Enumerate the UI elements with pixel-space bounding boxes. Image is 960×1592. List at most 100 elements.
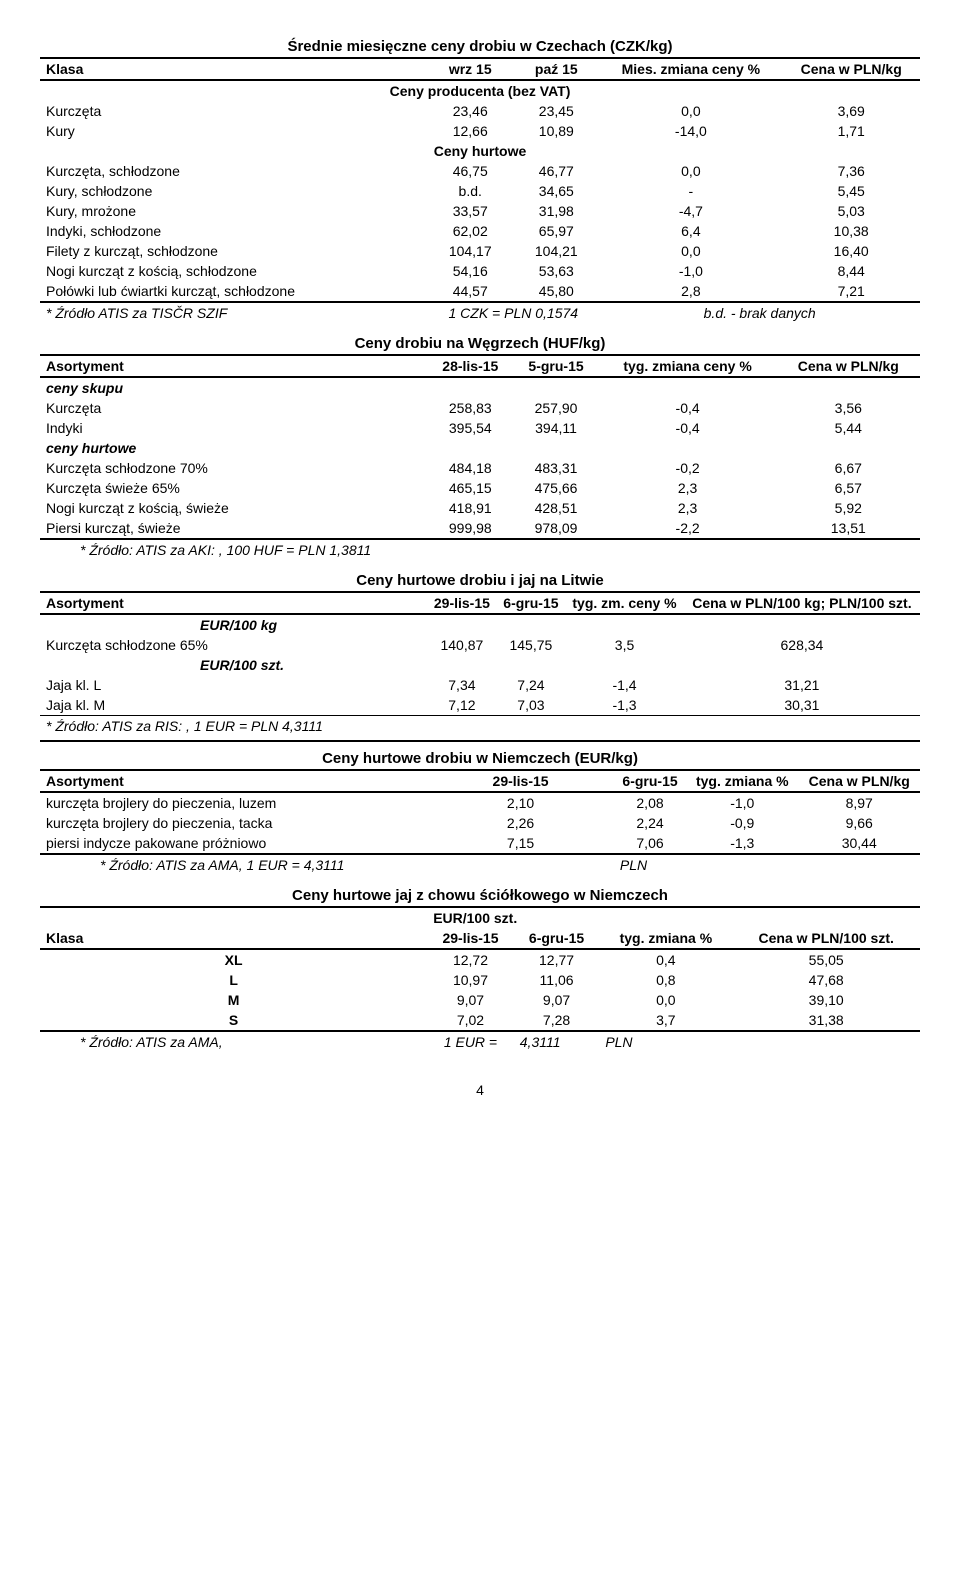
- row-label: Kurczęta: [40, 101, 427, 121]
- cell: -0,4: [599, 418, 777, 438]
- cell: 13,51: [777, 518, 920, 539]
- page-number: 4: [40, 1082, 920, 1098]
- gp-col3: tyg. zmiana %: [686, 770, 798, 792]
- czech-sub2: Ceny hurtowe: [40, 141, 920, 161]
- lit-col4: Cena w PLN/100 kg; PLN/100 szt.: [684, 592, 920, 614]
- col2: paź 15: [513, 58, 599, 80]
- hungary-table: Ceny drobiu na Węgrzech (HUF/kg) Asortym…: [40, 327, 920, 560]
- row-label: L: [40, 970, 427, 990]
- cell: 2,8: [599, 281, 782, 302]
- cell: 10,89: [513, 121, 599, 141]
- cell: 3,5: [565, 635, 684, 655]
- cell: 3,69: [782, 101, 920, 121]
- cell: 65,97: [513, 221, 599, 241]
- cell: 47,68: [732, 970, 920, 990]
- cell: 23,46: [427, 101, 513, 121]
- cell: 0,0: [599, 101, 782, 121]
- czech-note-right: b.d. - brak danych: [599, 302, 920, 323]
- cell: 2,26: [427, 813, 614, 833]
- table-row: Kurczęta258,83257,90-0,43,56: [40, 398, 920, 418]
- lit-col-label: Asortyment: [40, 592, 427, 614]
- cell: 7,12: [427, 695, 496, 716]
- cell: -1,4: [565, 675, 684, 695]
- cell: -1,3: [686, 833, 798, 854]
- row-label: Jaja kl. L: [40, 675, 427, 695]
- row-label: kurczęta brojlery do pieczenia, tacka: [40, 813, 427, 833]
- table-row: Kurczęta, schłodzone46,7546,770,07,36: [40, 161, 920, 181]
- cell: -14,0: [599, 121, 782, 141]
- cell: 1,71: [782, 121, 920, 141]
- cell: 39,10: [732, 990, 920, 1010]
- row-label: Nogi kurcząt z kością, schłodzone: [40, 261, 427, 281]
- cell: 5,44: [777, 418, 920, 438]
- cell: 7,15: [427, 833, 614, 854]
- table-row: Kurczęta23,4623,450,03,69: [40, 101, 920, 121]
- hun-col-label: Asortyment: [40, 355, 427, 377]
- czech-sub1: Ceny producenta (bez VAT): [40, 80, 920, 101]
- cell: 46,77: [513, 161, 599, 181]
- cell: 475,66: [513, 478, 598, 498]
- cell: 7,36: [782, 161, 920, 181]
- row-label: kurczęta brojlery do pieczenia, luzem: [40, 792, 427, 813]
- lit-col3: tyg. zm. ceny %: [565, 592, 684, 614]
- gp-col1: 29-lis-15: [427, 770, 614, 792]
- row-label: Kury, schłodzone: [40, 181, 427, 201]
- cell: 978,09: [513, 518, 598, 539]
- cell: -1,0: [599, 261, 782, 281]
- cell: 12,72: [427, 949, 514, 970]
- col3: Mies. zmiana ceny %: [599, 58, 782, 80]
- ge-title: Ceny hurtowe jaj z chowu ściółkowego w N…: [40, 879, 920, 907]
- czech-note-left: * Źródło ATIS za TISČR SZIF: [40, 302, 427, 323]
- table-row: kurczęta brojlery do pieczenia, luzem2,1…: [40, 792, 920, 813]
- table-row: Kurczęta świeże 65%465,15475,662,36,57: [40, 478, 920, 498]
- cell: 31,98: [513, 201, 599, 221]
- row-label: Indyki: [40, 418, 427, 438]
- hun-sub1: ceny skupu: [40, 377, 920, 398]
- table-row: Kurczęta schłodzone 65%140,87145,753,562…: [40, 635, 920, 655]
- cell: 9,66: [798, 813, 920, 833]
- cell: 0,0: [599, 241, 782, 261]
- row-label: Nogi kurcząt z kością, świeże: [40, 498, 427, 518]
- cell: -0,2: [599, 458, 777, 478]
- gp-col-label: Asortyment: [40, 770, 427, 792]
- cell: -1,3: [565, 695, 684, 716]
- ge-col1: 29-lis-15: [427, 928, 514, 949]
- ge-col4: Cena w PLN/100 szt.: [732, 928, 920, 949]
- gp-col4: Cena w PLN/kg: [798, 770, 920, 792]
- ge-note-right: PLN: [599, 1031, 732, 1052]
- hun-col4: Cena w PLN/kg: [777, 355, 920, 377]
- cell: 34,65: [513, 181, 599, 201]
- row-label: Połówki lub ćwiartki kurcząt, schłodzone: [40, 281, 427, 302]
- cell: 258,83: [427, 398, 513, 418]
- table-row: Nogi kurcząt z kością, świeże418,91428,5…: [40, 498, 920, 518]
- row-label: M: [40, 990, 427, 1010]
- table-row: Kury, schłodzoneb.d.34,65-5,45: [40, 181, 920, 201]
- cell: 7,24: [497, 675, 566, 695]
- cell: 11,06: [514, 970, 600, 990]
- ge-col3: tyg. zmiana %: [599, 928, 732, 949]
- gp-rows: kurczęta brojlery do pieczenia, luzem2,1…: [40, 792, 920, 854]
- table-row: Kury12,6610,89-14,01,71: [40, 121, 920, 141]
- gp-note-left: * Źródło: ATIS za AMA, 1 EUR = 4,3111: [40, 854, 614, 875]
- hun-sub2: ceny hurtowe: [40, 438, 920, 458]
- lit-col1: 29-lis-15: [427, 592, 496, 614]
- cell: 2,10: [427, 792, 614, 813]
- cell: 999,98: [427, 518, 513, 539]
- cell: 2,08: [614, 792, 686, 813]
- cell: 45,80: [513, 281, 599, 302]
- cell: -: [599, 181, 782, 201]
- row-label: Kurczęta, schłodzone: [40, 161, 427, 181]
- table-row: Jaja kl. M7,127,03-1,330,31: [40, 695, 920, 716]
- czech-title: Średnie miesięczne ceny drobiu w Czechac…: [40, 30, 920, 58]
- table-row: L10,9711,060,847,68: [40, 970, 920, 990]
- row-label: Kury, mrożone: [40, 201, 427, 221]
- cell: 2,24: [614, 813, 686, 833]
- cell: 6,67: [777, 458, 920, 478]
- table-row: S7,027,283,731,38: [40, 1010, 920, 1031]
- germany-eggs-table: Ceny hurtowe jaj z chowu ściółkowego w N…: [40, 879, 920, 1052]
- czech-note-mid: 1 CZK = PLN 0,1574: [427, 302, 599, 323]
- cell: 428,51: [513, 498, 598, 518]
- czech-table: Średnie miesięczne ceny drobiu w Czechac…: [40, 30, 920, 323]
- col-klasa: Klasa: [40, 58, 427, 80]
- cell: 0,4: [599, 949, 732, 970]
